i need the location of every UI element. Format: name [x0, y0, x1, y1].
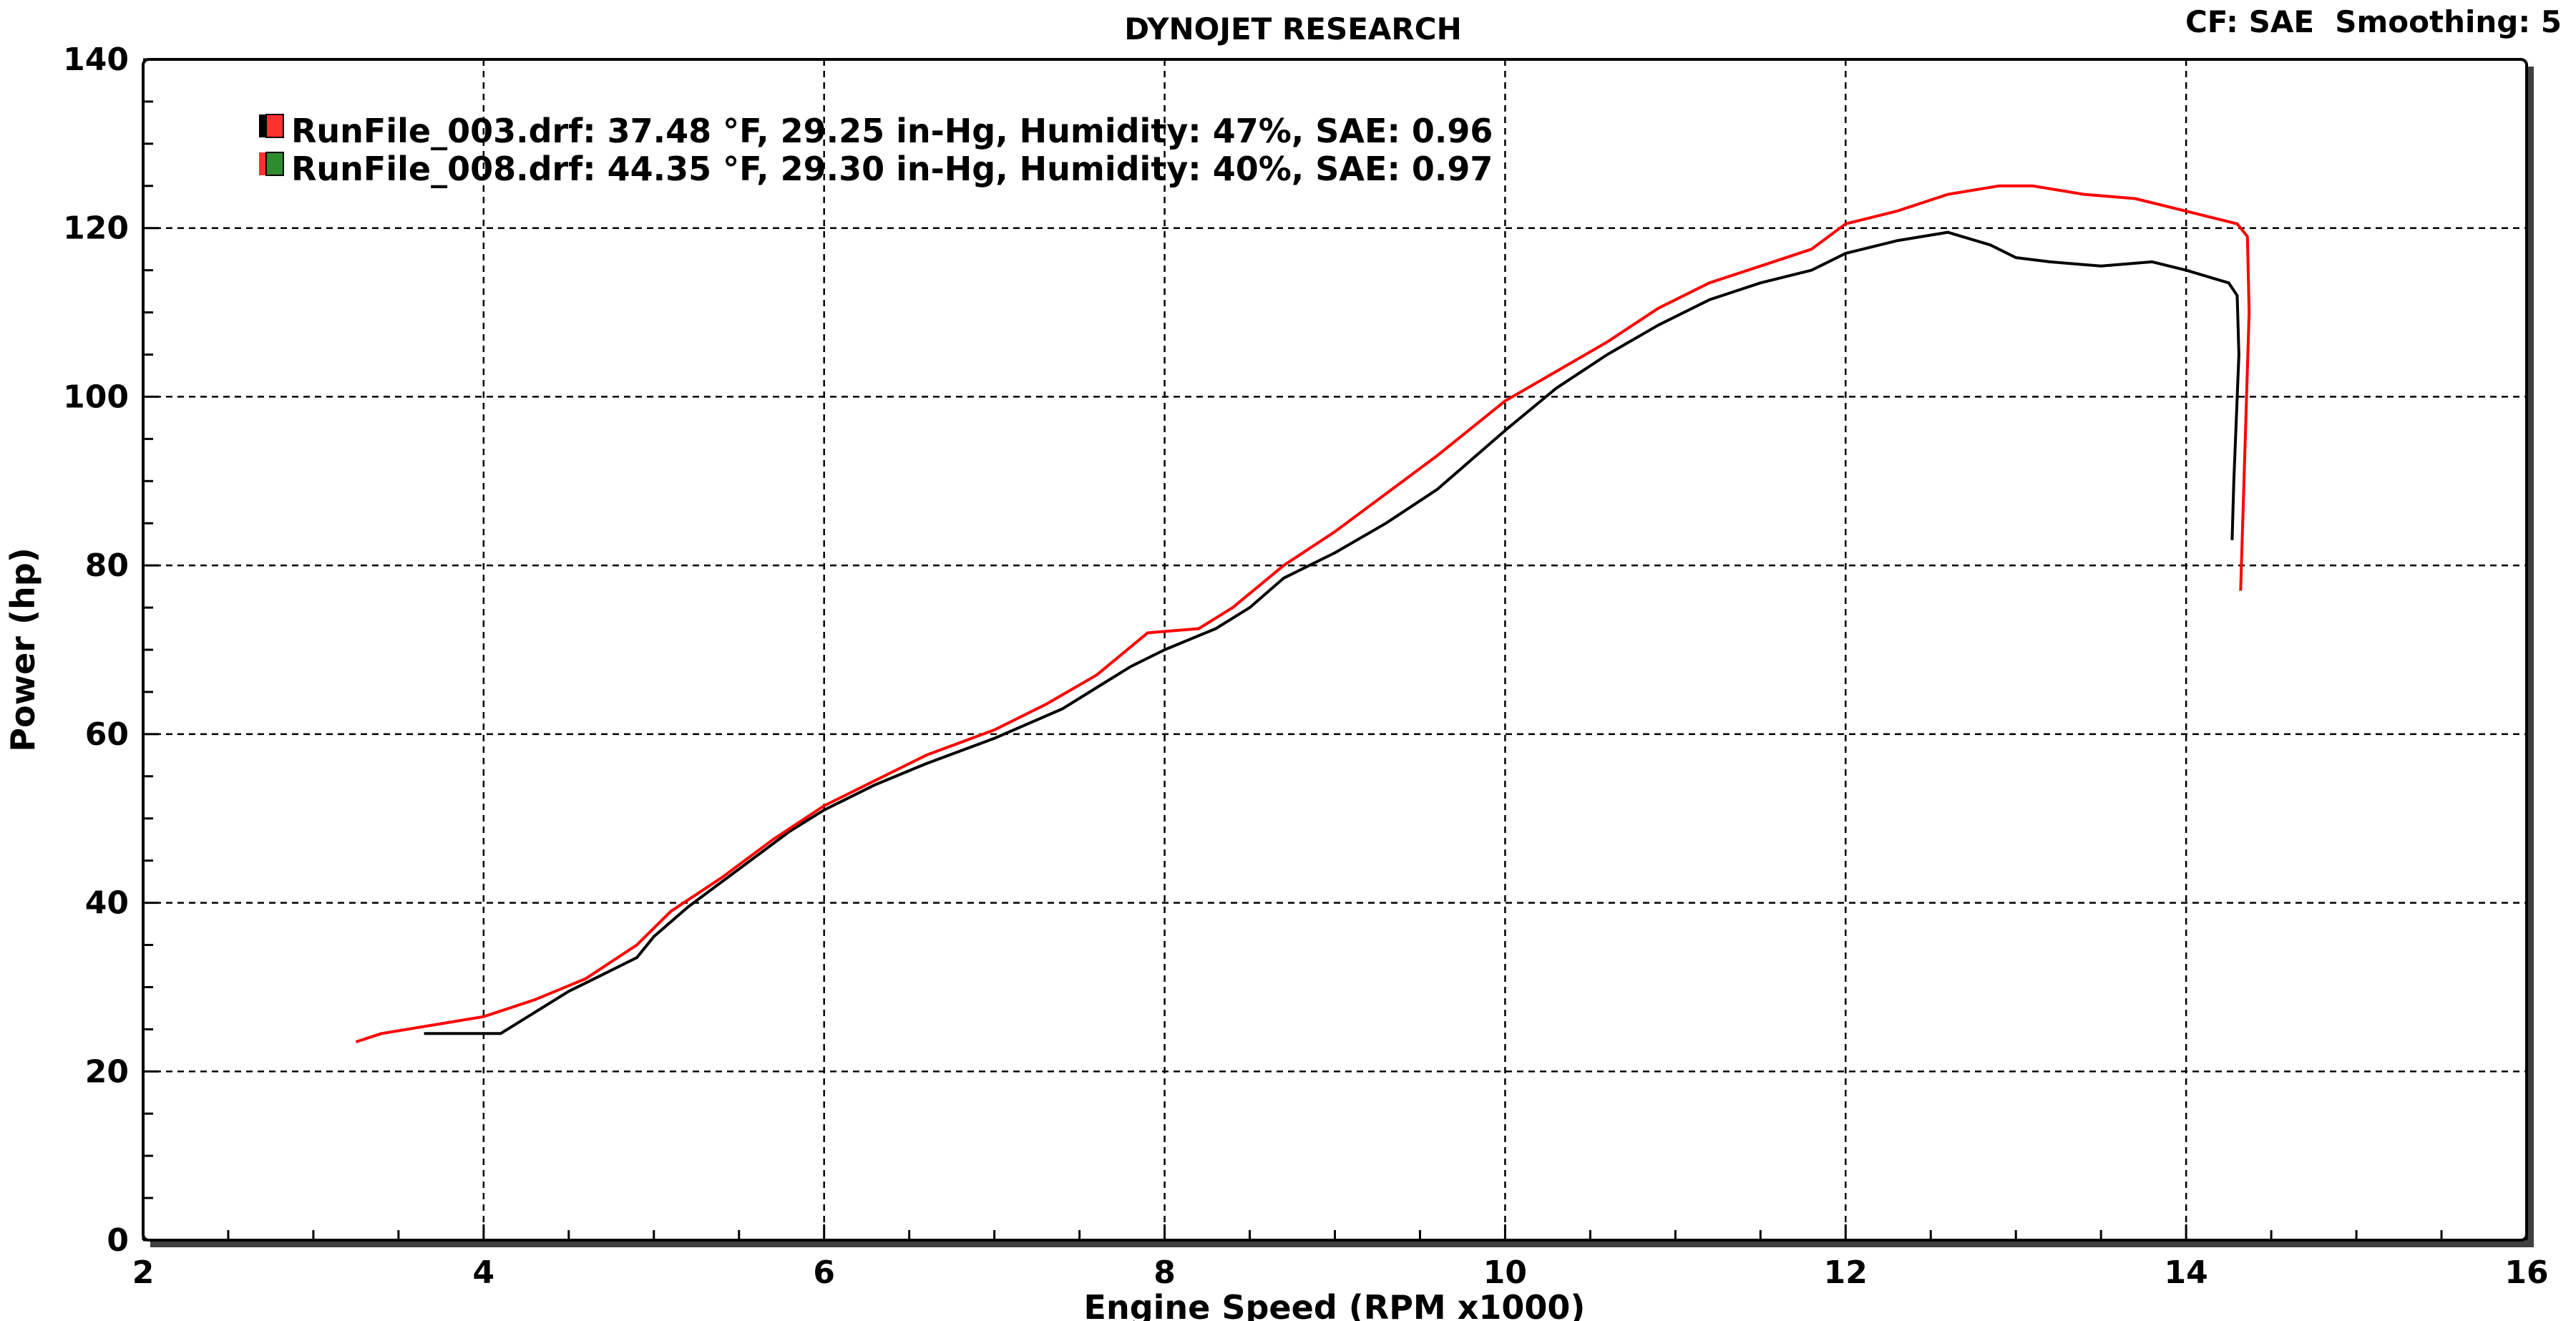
- series-lines: [355, 184, 2251, 1043]
- series-line-runfile-008: [355, 184, 2251, 1043]
- y-tick-labels: 0 20 40 60 80 100 120 140: [63, 42, 129, 1259]
- y-tick-label: 20: [85, 1053, 129, 1090]
- chart-header-info: CF: SAE Smoothing: 5: [2185, 4, 2562, 39]
- y-tick-label: 100: [63, 379, 129, 415]
- y-tick-label: 140: [63, 42, 129, 78]
- legend-label-runfile-008: RunFile_008.drf: 44.35 °F, 29.30 in-Hg, …: [291, 150, 1493, 188]
- x-tick-label: 12: [1824, 1254, 1868, 1291]
- plot-area: [142, 58, 2528, 1242]
- x-tick-label: 4: [473, 1254, 495, 1291]
- x-tick-labels: 2 4 6 8 10 12 14 16: [132, 1254, 2549, 1291]
- x-tick-label: 16: [2504, 1254, 2548, 1291]
- series-line-runfile-003: [424, 230, 2240, 1035]
- x-tick-label: 14: [2165, 1254, 2208, 1291]
- x-tick-label: 10: [1483, 1254, 1527, 1291]
- legend-entry-runfile-008: RunFile_008.drf: 44.35 °F, 29.30 in-Hg, …: [259, 150, 1493, 188]
- legend-swatch-left: [259, 114, 266, 137]
- legend-entry-runfile-003: RunFile_003.drf: 37.48 °F, 29.25 in-Hg, …: [259, 112, 1493, 150]
- y-tick-label: 40: [85, 885, 129, 922]
- y-tick-label: 60: [85, 716, 129, 753]
- x-tick-label: 2: [132, 1254, 155, 1291]
- legend-swatch-right: [265, 114, 284, 138]
- grid-lines: [143, 59, 2527, 1240]
- legend-label-runfile-003: RunFile_003.drf: 37.48 °F, 29.25 in-Hg, …: [291, 112, 1493, 150]
- x-axis-label: Engine Speed (RPM x1000): [1084, 1288, 1586, 1321]
- y-tick-label: 0: [107, 1222, 129, 1259]
- minor-ticks: [142, 58, 2528, 1242]
- y-tick-label: 80: [85, 547, 129, 584]
- y-tick-label: 120: [63, 210, 129, 247]
- legend-swatch-right: [265, 152, 284, 176]
- chart-title: DYNOJET RESEARCH: [1124, 11, 1461, 47]
- y-axis-label: Power (hp): [4, 547, 42, 751]
- x-tick-label: 8: [1153, 1254, 1176, 1291]
- legend-swatch-left: [259, 152, 266, 175]
- x-tick-label: 6: [813, 1254, 835, 1291]
- legend: RunFile_003.drf: 37.48 °F, 29.25 in-Hg, …: [259, 112, 1493, 188]
